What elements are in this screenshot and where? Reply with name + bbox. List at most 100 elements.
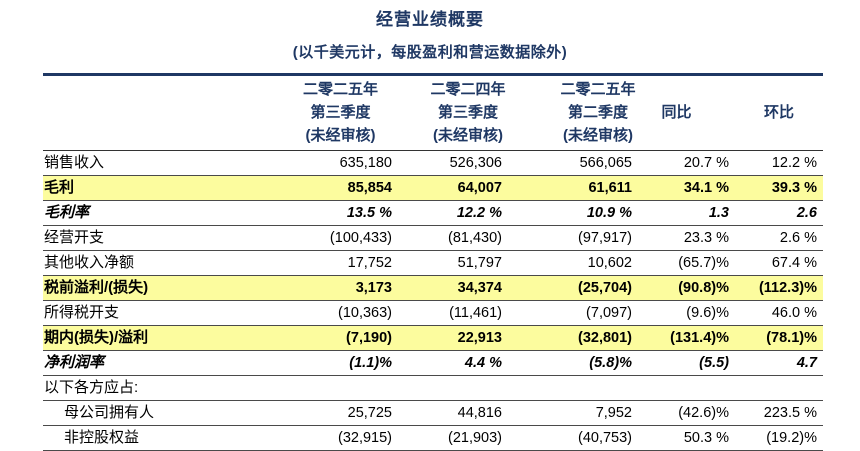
row-value: (7,097): [586, 305, 632, 321]
table-row-attributable-to: 以下各方应占:: [43, 376, 823, 401]
header-line: 第二季度: [567, 104, 628, 121]
header-line: (未经审核): [433, 127, 503, 144]
table-row-parent-owners: 母公司拥有人 25,725 44,816 7,952 (42.6)% 223.5…: [43, 401, 823, 426]
header-line: 第三季度: [437, 104, 498, 121]
table-row-revenue: 销售收入 635,180 526,306 566,065 20.7 % 12.2…: [43, 151, 823, 176]
row-value: 23.3 %: [683, 230, 729, 246]
page-title: 经营业绩概要: [376, 10, 484, 29]
row-value: [735, 376, 823, 400]
row-value: (5.5): [699, 355, 729, 371]
row-value: (65.7)%: [678, 255, 729, 271]
row-label: 销售收入: [44, 154, 105, 171]
header-col-q2-2025: 二零二五年 第二季度 (未经审核): [508, 78, 638, 147]
row-value: (90.8)%: [678, 280, 729, 296]
table-row-noncontrolling-interests: 非控股权益 (32,915) (21,903) (40,753) 50.3 % …: [43, 426, 823, 451]
row-value: 64,007: [457, 180, 502, 196]
table-row-operating-expenses: 经营开支 (100,433) (81,430) (97,917) 23.3 % …: [43, 226, 823, 251]
row-label: 期内(损失)/溢利: [44, 329, 149, 346]
page-subtitle: (以千美元计，每股盈利和营运数据除外): [292, 44, 568, 61]
row-value: 7,952: [595, 405, 632, 421]
row-value: 46.0 %: [771, 305, 817, 321]
table-row-pretax-profit-loss: 税前溢利/(损失) 3,173 34,374 (25,704) (90.8)% …: [43, 276, 823, 301]
row-value: 10,602: [587, 255, 632, 271]
row-value: 61,611: [588, 180, 632, 196]
row-value: (131.4)%: [670, 330, 729, 346]
row-value: 22,913: [457, 330, 502, 346]
header-line: 同比: [661, 104, 692, 121]
row-label: 其他收入净额: [44, 254, 135, 271]
table-row-gross-profit: 毛利 85,854 64,007 61,611 34.1 % 39.3 %: [43, 176, 823, 201]
row-value: (42.6)%: [678, 405, 729, 421]
row-value: 223.5 %: [763, 405, 817, 421]
row-value: (40,753): [577, 430, 632, 446]
row-value: (1.1)%: [349, 355, 392, 371]
header-col-qoq: 环比: [735, 78, 823, 147]
row-value: 12.2 %: [771, 155, 817, 171]
table-row-other-income: 其他收入净额 17,752 51,797 10,602 (65.7)% 67.4…: [43, 251, 823, 276]
header-line: 环比: [763, 104, 794, 121]
row-value: [508, 376, 638, 400]
table-row-period-profit-loss: 期内(损失)/溢利 (7,190) 22,913 (32,801) (131.4…: [43, 326, 823, 351]
header-spacer: [43, 78, 283, 147]
operating-results-table: 二零二五年 第三季度 (未经审核) 二零二四年 第三季度 (未经审核) 二零二五…: [43, 73, 823, 451]
row-value: 1.3: [708, 205, 729, 221]
header-line: 二零二五年: [560, 81, 636, 98]
row-value: 4.4 %: [464, 355, 502, 371]
row-value: 2.6: [796, 205, 817, 221]
row-value: 51,797: [457, 255, 502, 271]
row-label: 以下各方应占:: [44, 379, 139, 396]
row-value: 4.7: [796, 355, 817, 371]
row-label: 非控股权益: [64, 429, 140, 446]
row-label: 税前溢利/(损失): [44, 279, 149, 296]
row-value: 85,854: [347, 180, 392, 196]
row-label: 母公司拥有人: [64, 404, 155, 421]
row-value: [638, 376, 735, 400]
row-value: 12.2 %: [456, 205, 502, 221]
row-value: (5.8)%: [589, 355, 632, 371]
row-value: 635,180: [339, 155, 392, 171]
row-value: 3,173: [355, 280, 392, 296]
row-value: 34,374: [457, 280, 502, 296]
row-value: (81,430): [447, 230, 502, 246]
row-value: 10.9 %: [586, 205, 632, 221]
row-value: (32,915): [337, 430, 392, 446]
row-value: 50.3 %: [683, 430, 729, 446]
row-label: 净利润率: [44, 354, 105, 371]
header-line: 二零二五年: [302, 81, 378, 98]
row-value: (10,363): [337, 305, 392, 321]
row-label: 毛利: [44, 179, 75, 196]
row-value: 2.6 %: [779, 230, 817, 246]
row-value: (21,903): [447, 430, 502, 446]
row-value: (25,704): [577, 280, 632, 296]
row-label: 所得税开支: [44, 304, 120, 321]
row-value: 566,065: [579, 155, 632, 171]
row-value: (100,433): [329, 230, 392, 246]
row-value: 13.5 %: [346, 205, 392, 221]
header-line: 第三季度: [310, 104, 371, 121]
row-value: 17,752: [347, 255, 392, 271]
header-col-q3-2024: 二零二四年 第三季度 (未经审核): [398, 78, 508, 147]
row-value: 39.3 %: [771, 180, 817, 196]
table-header-row: 二零二五年 第三季度 (未经审核) 二零二四年 第三季度 (未经审核) 二零二五…: [43, 76, 823, 151]
row-label: 毛利率: [44, 204, 90, 221]
row-value: 34.1 %: [683, 180, 729, 196]
row-value: 526,306: [449, 155, 502, 171]
row-value: (32,801): [577, 330, 632, 346]
table-row-income-tax: 所得税开支 (10,363) (11,461) (7,097) (9.6)% 4…: [43, 301, 823, 326]
row-value: 20.7 %: [683, 155, 729, 171]
row-value: (97,917): [577, 230, 632, 246]
row-value: (78.1)%: [766, 330, 817, 346]
row-value: (11,461): [449, 305, 502, 321]
row-value: [398, 376, 508, 400]
row-label: 经营开支: [44, 229, 105, 246]
header-line: (未经审核): [305, 127, 376, 144]
header-col-q3-2025: 二零二五年 第三季度 (未经审核): [283, 78, 398, 147]
header-col-yoy: 同比: [638, 78, 735, 147]
table-row-net-margin: 净利润率 (1.1)% 4.4 % (5.8)% (5.5) 4.7: [43, 351, 823, 376]
row-value: (19.2)%: [766, 430, 817, 446]
table-row-gross-margin: 毛利率 13.5 % 12.2 % 10.9 % 1.3 2.6: [43, 201, 823, 226]
header-line: (未经审核): [563, 127, 633, 144]
row-value: (7,190): [346, 330, 392, 346]
row-value: [283, 376, 398, 400]
row-value: 67.4 %: [771, 255, 817, 271]
